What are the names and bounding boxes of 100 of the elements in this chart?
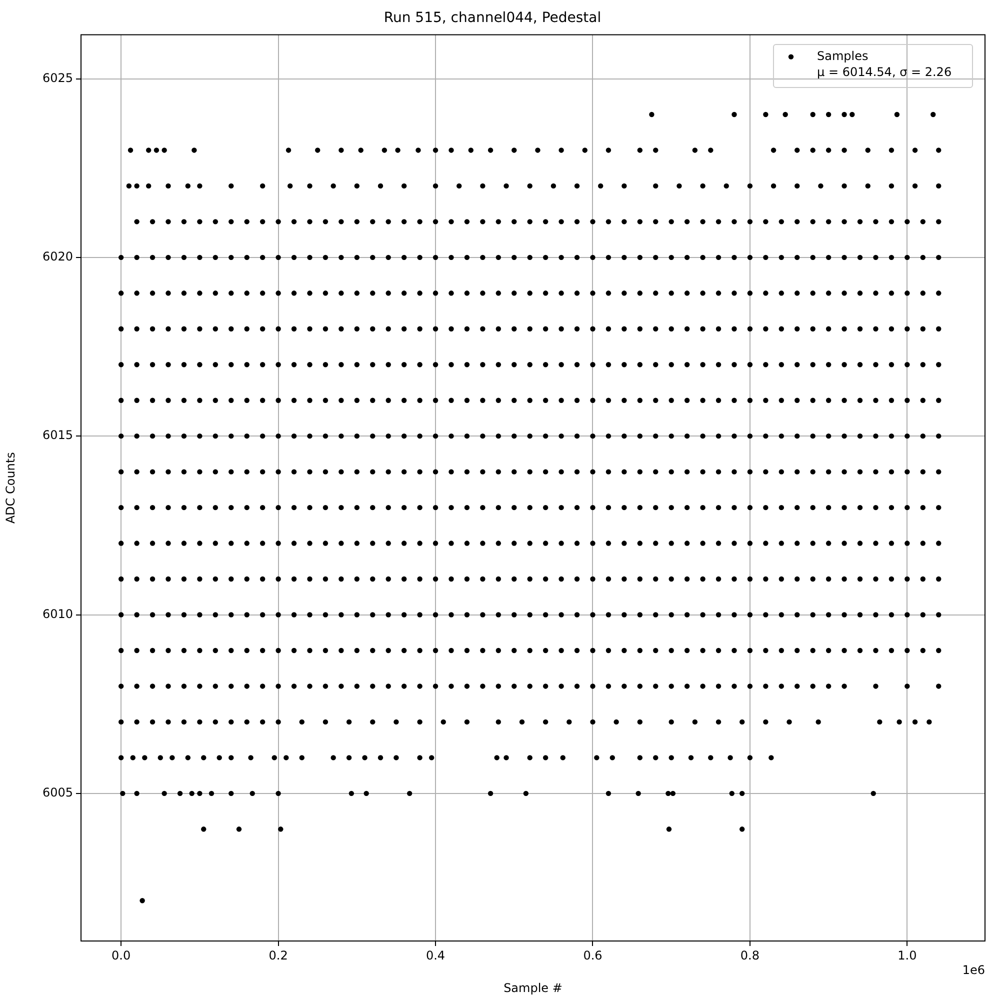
point	[936, 576, 942, 582]
point	[653, 433, 658, 439]
point	[692, 148, 698, 153]
point	[732, 290, 737, 296]
point	[244, 684, 250, 689]
point	[810, 326, 816, 332]
point	[920, 254, 926, 260]
point	[873, 648, 878, 654]
point	[684, 254, 690, 260]
point	[936, 398, 942, 403]
point	[496, 504, 502, 510]
point	[590, 219, 596, 224]
point	[810, 362, 816, 368]
point	[338, 254, 344, 260]
point	[307, 540, 312, 546]
point	[842, 326, 847, 332]
point	[291, 326, 297, 332]
point	[386, 684, 391, 689]
point	[432, 612, 438, 618]
point	[260, 648, 266, 654]
point	[134, 504, 140, 510]
point	[653, 755, 658, 760]
point	[166, 612, 171, 618]
point	[842, 398, 847, 403]
point	[146, 183, 152, 189]
point	[716, 612, 722, 618]
point	[299, 719, 304, 725]
point	[354, 362, 360, 368]
point	[763, 433, 768, 439]
point	[134, 540, 140, 546]
point	[448, 398, 454, 403]
point	[401, 433, 407, 439]
point	[904, 219, 910, 224]
point	[896, 719, 902, 725]
point	[480, 576, 486, 582]
point	[904, 326, 910, 332]
point	[166, 576, 171, 582]
point	[338, 648, 344, 654]
point	[150, 648, 156, 654]
point	[716, 398, 722, 403]
point	[622, 648, 627, 654]
point	[181, 362, 187, 368]
point	[307, 684, 312, 689]
point	[870, 790, 876, 796]
point	[826, 648, 832, 654]
point	[542, 684, 548, 689]
point	[912, 719, 918, 725]
point	[432, 398, 438, 403]
point	[307, 219, 312, 224]
point	[212, 504, 218, 510]
point	[401, 398, 407, 403]
point	[417, 576, 422, 582]
point	[542, 540, 548, 546]
point	[448, 290, 454, 296]
point	[432, 290, 438, 296]
point	[857, 612, 863, 618]
point	[653, 540, 658, 546]
point	[842, 112, 847, 118]
point	[842, 148, 847, 153]
point	[401, 183, 407, 189]
point	[338, 326, 344, 332]
point	[417, 254, 422, 260]
point	[558, 148, 564, 153]
point	[228, 576, 234, 582]
point	[542, 719, 548, 725]
point	[146, 148, 152, 153]
point	[668, 540, 674, 546]
point	[542, 612, 548, 618]
point	[826, 684, 832, 689]
point	[512, 398, 517, 403]
point	[464, 362, 470, 368]
point	[936, 290, 942, 296]
point	[558, 612, 564, 618]
point	[464, 469, 470, 474]
point	[378, 755, 384, 760]
point	[606, 219, 612, 224]
point	[354, 290, 360, 296]
point	[406, 790, 412, 796]
point	[668, 648, 674, 654]
point	[637, 326, 643, 332]
point	[857, 469, 863, 474]
point	[527, 684, 532, 689]
point	[150, 504, 156, 510]
point	[150, 326, 156, 332]
point	[842, 504, 847, 510]
point	[842, 612, 847, 618]
point	[763, 540, 768, 546]
point	[842, 362, 847, 368]
point	[653, 576, 658, 582]
point	[574, 362, 580, 368]
point	[322, 290, 328, 296]
point	[668, 362, 674, 368]
point	[362, 755, 368, 760]
point	[448, 612, 454, 618]
point	[416, 148, 421, 153]
point	[857, 433, 863, 439]
point	[244, 362, 250, 368]
point	[432, 362, 438, 368]
point	[936, 469, 942, 474]
point	[417, 433, 422, 439]
